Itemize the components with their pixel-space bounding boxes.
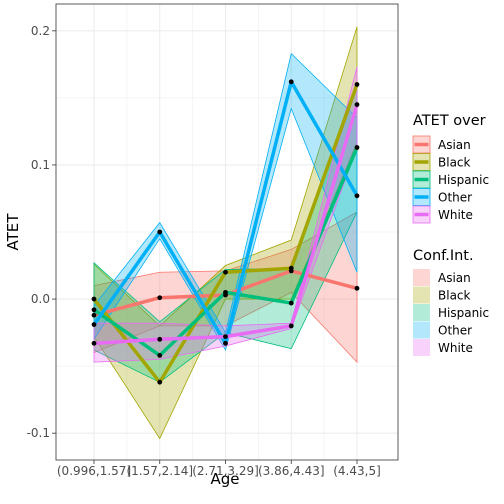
y-axis-ticks: -0.1 0.0 0.1 0.2 [27,24,56,440]
data-point-asian [354,285,360,291]
x-tick-label: (1.57,2.14] [126,464,193,478]
data-point-white [91,340,97,346]
y-tick-label: 0.1 [31,158,50,172]
series-points [91,79,360,385]
data-point-hispanic [223,289,228,295]
data-point-hispanic [91,307,97,313]
legend-ci-key-hispanic [413,304,430,321]
x-tick-label: (0.996,1.57] [57,464,131,478]
panel-border [55,3,399,461]
x-tick-label: (4.43,5] [333,464,381,478]
data-point-other [223,340,228,346]
legend-atet-label-asian: Asian [438,138,471,152]
y-tick-label: 0.2 [31,24,50,38]
legend-ci-label-other: Other [438,324,472,338]
data-point-black [354,82,360,87]
data-point-hispanic [288,300,294,306]
ci-ribbon-asian [93,211,358,364]
data-point-white [354,102,360,107]
data-point-black [288,265,294,271]
legend-ci-label-asian: Asian [438,271,471,285]
x-axis-ticks: (0.996,1.57](1.57,2.14] (2.71,3.29] (3.86,… [57,460,381,478]
data-point-white [223,334,228,340]
data-point-hispanic [157,352,163,358]
data-point-hispanic [354,145,360,150]
data-point-asian [157,295,163,301]
data-point-black [91,296,97,302]
data-point-other [288,79,294,85]
y-tick-label: -0.1 [27,426,50,440]
x-axis-title: Age [210,470,239,488]
x-tick-label: (3.86,4.43] [258,464,325,478]
data-point-asian [91,312,97,318]
y-tick-label: 0.0 [31,292,50,306]
legend-atet: ATET over Asian Black Hispanic Other White [412,113,489,224]
data-point-black [157,379,163,385]
legend-atet-label-white: White [438,208,473,222]
legend-ci-key-white [413,339,430,356]
data-point-other [91,322,97,327]
legend-ci-label-black: Black [438,289,471,303]
legend-ci-key-black [413,286,430,304]
legend-ci-key-other [413,321,430,339]
x-tick-label: (2.71,3.29] [192,464,259,478]
data-point-white [288,323,294,329]
legend-atet-label-other: Other [438,191,472,205]
legend-atet-label-hispanic: Hispanic [438,173,489,187]
legend-ci-title: Conf.Int. [413,248,474,264]
data-point-black [223,269,228,275]
legend-conf-int: Conf.Int. Asian Black Hispanic Other White [413,248,489,356]
legend-ci-label-white: White [438,341,473,355]
data-point-other [157,229,163,235]
y-axis-title: ATET [4,213,22,251]
legend-atet-label-black: Black [438,156,471,170]
data-point-white [157,336,163,342]
data-point-other [354,193,360,199]
legend-ci-label-hispanic: Hispanic [438,306,489,320]
legend-atet-title: ATET over [413,113,486,129]
legend-ci-key-asian [413,269,430,286]
